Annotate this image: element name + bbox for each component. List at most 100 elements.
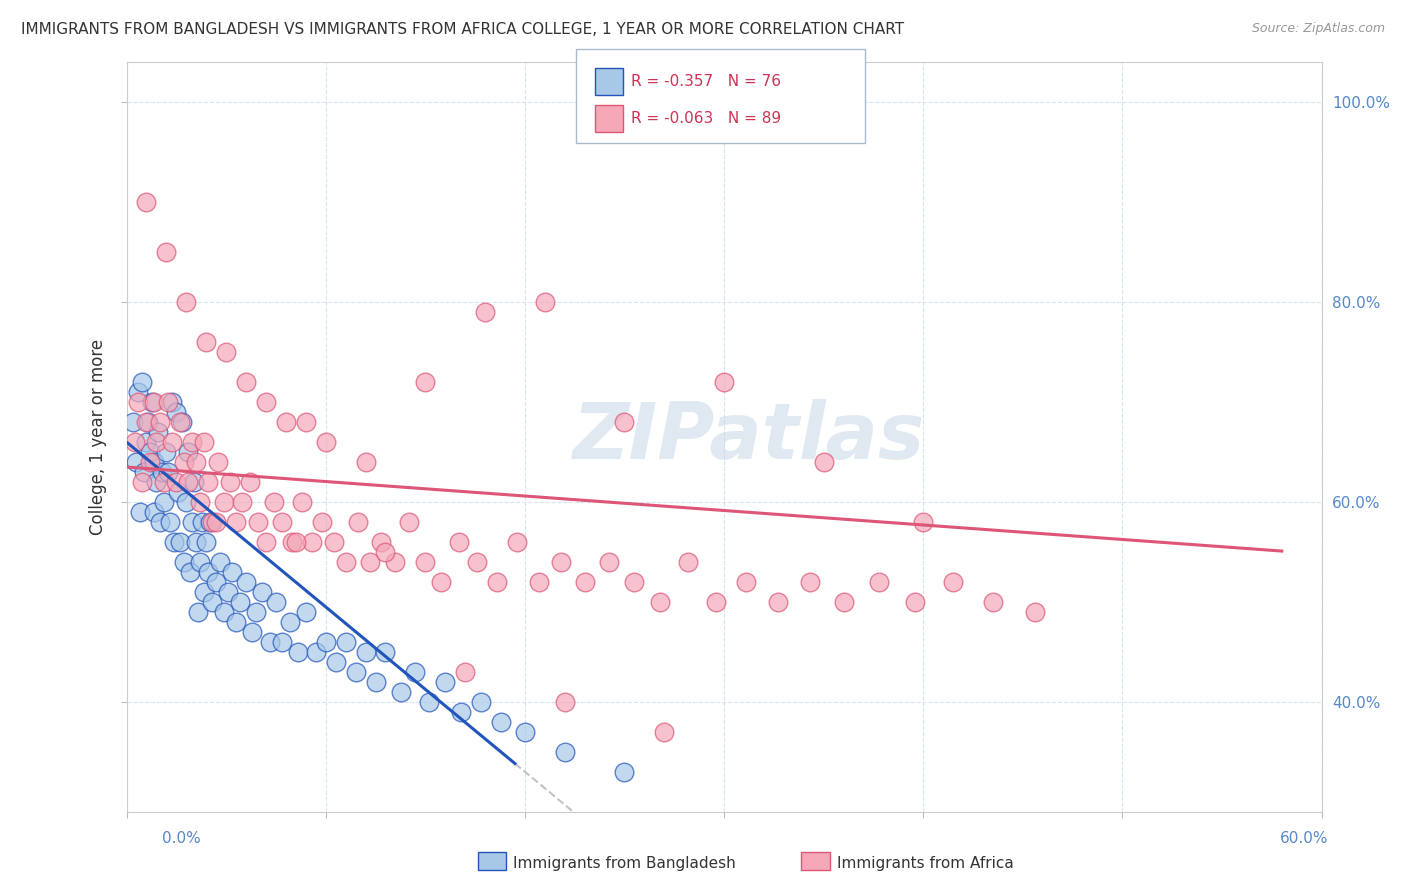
Point xyxy=(650,595,672,609)
Point xyxy=(193,585,215,599)
Point xyxy=(404,665,426,679)
Point xyxy=(209,555,232,569)
Point xyxy=(169,535,191,549)
Point xyxy=(149,515,172,529)
Point xyxy=(169,415,191,429)
Point xyxy=(291,495,314,509)
Point xyxy=(735,574,758,589)
Point xyxy=(181,435,204,450)
Point xyxy=(125,455,148,469)
Point xyxy=(163,535,186,549)
Point xyxy=(197,475,219,489)
Point xyxy=(359,555,381,569)
Point xyxy=(278,615,301,629)
Point xyxy=(239,475,262,489)
Point xyxy=(135,195,157,210)
Point xyxy=(799,574,821,589)
Point xyxy=(449,535,471,549)
Point xyxy=(143,505,166,519)
Point xyxy=(188,555,211,569)
Point xyxy=(197,565,219,579)
Point xyxy=(274,415,297,429)
Point xyxy=(173,555,195,569)
Text: IMMIGRANTS FROM BANGLADESH VS IMMIGRANTS FROM AFRICA COLLEGE, 1 YEAR OR MORE COR: IMMIGRANTS FROM BANGLADESH VS IMMIGRANTS… xyxy=(21,22,904,37)
Y-axis label: College, 1 year or more: College, 1 year or more xyxy=(89,339,107,535)
Point xyxy=(167,485,190,500)
Point xyxy=(270,515,294,529)
Point xyxy=(205,574,228,589)
Point xyxy=(554,695,576,709)
Point xyxy=(179,565,201,579)
Point xyxy=(374,645,396,659)
Point xyxy=(263,495,285,509)
Point xyxy=(127,385,149,400)
Point xyxy=(141,395,163,409)
Point xyxy=(704,595,727,609)
Point xyxy=(413,555,436,569)
Point xyxy=(1024,605,1046,619)
Text: Immigrants from Bangladesh: Immigrants from Bangladesh xyxy=(513,856,735,871)
Point xyxy=(374,545,396,559)
Text: ZIPatlas: ZIPatlas xyxy=(572,399,924,475)
Point xyxy=(127,395,149,409)
Point xyxy=(157,465,180,479)
Point xyxy=(247,515,270,529)
Point xyxy=(254,535,277,549)
Point xyxy=(207,455,229,469)
Point xyxy=(465,555,488,569)
Point xyxy=(370,535,392,549)
Point xyxy=(398,515,420,529)
Point xyxy=(139,455,162,469)
Text: Immigrants from Africa: Immigrants from Africa xyxy=(837,856,1014,871)
Point xyxy=(135,435,157,450)
Point xyxy=(225,515,247,529)
Point xyxy=(335,635,357,649)
Point xyxy=(121,415,143,429)
Point xyxy=(165,405,187,419)
Point xyxy=(212,495,235,509)
Point xyxy=(287,645,309,659)
Point xyxy=(354,645,377,659)
Point xyxy=(138,415,160,429)
Point xyxy=(506,535,529,549)
Point xyxy=(143,455,166,469)
Point xyxy=(153,475,176,489)
Point xyxy=(162,395,184,409)
Point xyxy=(183,475,205,489)
Point xyxy=(354,455,377,469)
Point xyxy=(205,515,228,529)
Point xyxy=(676,555,699,569)
Point xyxy=(155,445,177,459)
Text: 60.0%: 60.0% xyxy=(1281,831,1329,846)
Point xyxy=(322,535,344,549)
Point xyxy=(294,415,316,429)
Point xyxy=(254,395,277,409)
Point xyxy=(250,585,273,599)
Point xyxy=(454,665,477,679)
Point xyxy=(264,595,287,609)
Point xyxy=(527,574,550,589)
Point xyxy=(191,515,214,529)
Point xyxy=(153,495,176,509)
Point xyxy=(174,495,197,509)
Point xyxy=(200,515,222,529)
Point xyxy=(139,445,162,459)
Point xyxy=(143,395,166,409)
Point xyxy=(315,635,337,649)
Point xyxy=(145,475,167,489)
Point xyxy=(188,495,211,509)
Point xyxy=(235,375,257,389)
Point xyxy=(124,435,146,450)
Point xyxy=(311,515,333,529)
Point xyxy=(474,305,496,319)
Point xyxy=(613,415,636,429)
Point xyxy=(869,574,891,589)
Point xyxy=(172,415,194,429)
Point xyxy=(145,435,167,450)
Point xyxy=(486,574,509,589)
Point xyxy=(434,674,457,689)
Point xyxy=(235,574,257,589)
Point xyxy=(554,745,576,759)
Point xyxy=(305,645,328,659)
Point xyxy=(450,705,472,719)
